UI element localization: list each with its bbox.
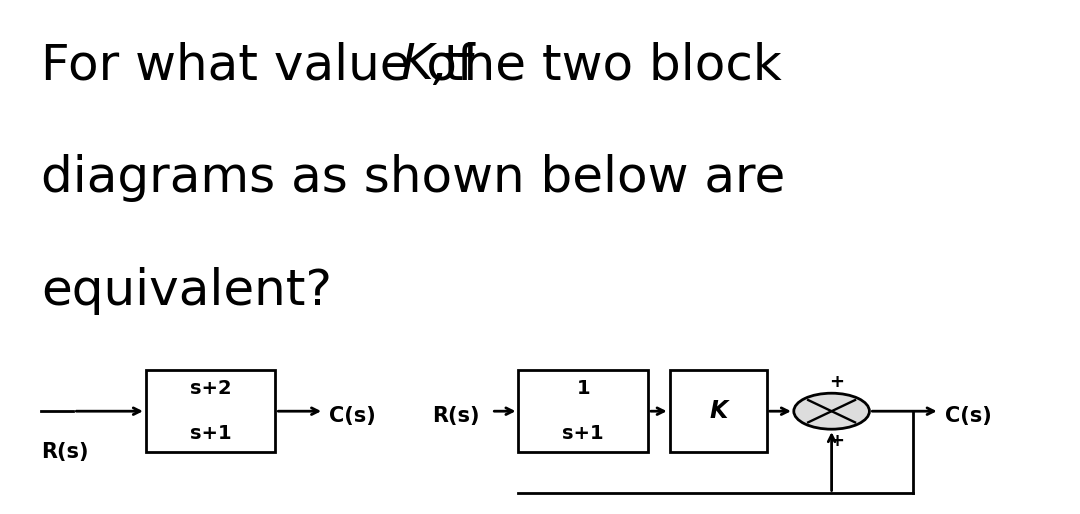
Text: R(s): R(s) — [41, 442, 89, 462]
Bar — [146, 370, 275, 452]
Bar — [670, 370, 767, 452]
Text: equivalent?: equivalent? — [41, 267, 332, 315]
Text: +: + — [829, 373, 845, 391]
Text: the two block: the two block — [428, 41, 782, 89]
Bar — [518, 370, 648, 452]
Text: s+1: s+1 — [190, 424, 231, 443]
Text: s+2: s+2 — [190, 379, 231, 398]
Text: s+1: s+1 — [563, 424, 604, 443]
Text: For what value of: For what value of — [41, 41, 490, 89]
Text: R(s): R(s) — [432, 407, 480, 426]
Text: 1: 1 — [577, 379, 590, 398]
Text: K,: K, — [401, 41, 449, 89]
Text: K: K — [710, 399, 727, 423]
Circle shape — [794, 393, 869, 429]
Text: diagrams as shown below are: diagrams as shown below are — [41, 154, 785, 202]
Text: C(s): C(s) — [945, 407, 991, 426]
Text: +: + — [829, 432, 845, 450]
Text: C(s): C(s) — [329, 407, 376, 426]
